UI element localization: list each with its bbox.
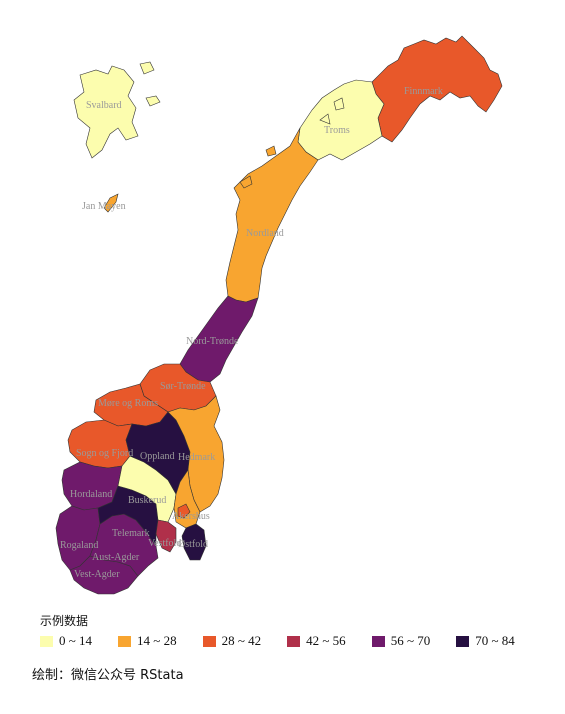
legend-swatch bbox=[287, 635, 301, 647]
region-nordland[interactable] bbox=[239, 175, 253, 189]
region-vestfold[interactable] bbox=[155, 519, 177, 553]
legend-swatch bbox=[371, 635, 385, 647]
map-label: Finnmark bbox=[404, 86, 443, 97]
region-nord-trondelag[interactable] bbox=[179, 295, 259, 383]
legend-item: 42 ~ 56 bbox=[287, 633, 346, 649]
legend: 示例数据 0 ~ 14 14 ~ 28 28 ~ 42 42 ~ 56 56 ~… bbox=[40, 612, 560, 649]
legend-swatch bbox=[456, 635, 470, 647]
legend-swatch bbox=[118, 635, 132, 647]
map-label: Telemark bbox=[112, 528, 150, 539]
legend-label: 28 ~ 42 bbox=[221, 633, 262, 648]
map-label: Hordaland bbox=[70, 489, 112, 500]
region-jan-mayen[interactable] bbox=[103, 193, 119, 213]
region-hedmark[interactable] bbox=[167, 395, 225, 513]
region-sogn-og-fjordane[interactable] bbox=[67, 419, 133, 469]
legend-label: 0 ~ 14 bbox=[59, 633, 93, 648]
map-label: Oppland bbox=[140, 451, 174, 462]
legend-label: 56 ~ 70 bbox=[390, 633, 431, 648]
legend-title: 示例数据 bbox=[40, 614, 89, 628]
caption: 绘制：微信公众号 RStata bbox=[32, 668, 184, 683]
map-label: Møre og Roms bbox=[98, 398, 158, 409]
region-ostfold[interactable] bbox=[181, 523, 207, 561]
map-label: Østfold bbox=[178, 539, 208, 550]
map-label: Svalbard bbox=[86, 100, 122, 111]
map-label: Hedmark bbox=[178, 452, 215, 463]
legend-item: 0 ~ 14 bbox=[40, 633, 92, 649]
region-nordland[interactable] bbox=[265, 145, 277, 157]
map-label: Rogaland bbox=[60, 540, 98, 551]
map-label: Vestfold bbox=[148, 538, 181, 549]
legend-swatch bbox=[40, 635, 53, 647]
region-oslo[interactable] bbox=[177, 503, 191, 519]
legend-item: 70 ~ 84 bbox=[456, 633, 515, 649]
map-label: Buskerud bbox=[128, 495, 166, 506]
region-svalbard[interactable] bbox=[145, 95, 161, 107]
norway-map: Svalbard Jan Mayen Finnmark Troms Nordla… bbox=[55, 35, 503, 595]
legend-item: 56 ~ 70 bbox=[371, 633, 431, 649]
region-nordland[interactable] bbox=[225, 127, 319, 303]
map-label: Nordland bbox=[246, 228, 284, 239]
region-finnmark[interactable] bbox=[371, 35, 503, 143]
legend-label: 14 ~ 28 bbox=[137, 633, 177, 648]
legend-item: 28 ~ 42 bbox=[202, 633, 262, 649]
map-label: Sogn og Fjord bbox=[76, 448, 133, 459]
map-label: Nord-Trønde bbox=[186, 336, 239, 347]
region-troms[interactable] bbox=[297, 79, 385, 161]
legend-label: 70 ~ 84 bbox=[475, 633, 515, 648]
region-troms[interactable] bbox=[319, 113, 331, 125]
map-label: Sør-Trønde bbox=[160, 381, 206, 392]
region-svalbard[interactable] bbox=[139, 61, 155, 75]
legend-items: 0 ~ 14 14 ~ 28 28 ~ 42 42 ~ 56 56 ~ 70 7… bbox=[40, 633, 560, 649]
map-label: Vest-Agder bbox=[74, 569, 120, 580]
map-label: Akershus bbox=[172, 511, 210, 522]
map-label: Troms bbox=[324, 125, 350, 136]
region-svalbard[interactable] bbox=[73, 65, 139, 159]
map-label: Jan Mayen bbox=[82, 201, 126, 212]
legend-label: 42 ~ 56 bbox=[306, 633, 346, 648]
legend-swatch bbox=[202, 635, 216, 647]
legend-item: 14 ~ 28 bbox=[118, 633, 177, 649]
map-label: Aust-Agder bbox=[92, 552, 140, 563]
region-troms[interactable] bbox=[333, 97, 345, 111]
